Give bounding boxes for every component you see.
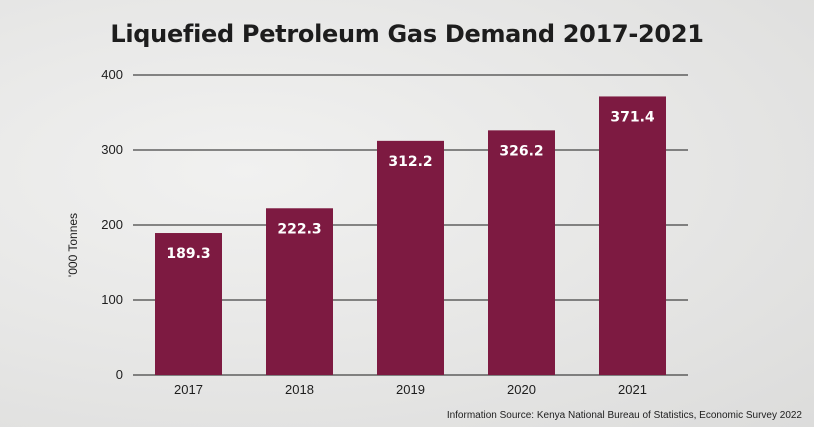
data-label-2018: 222.3 <box>277 221 321 237</box>
x-tick-label-2018: 2018 <box>285 382 314 397</box>
source-note: Information Source: Kenya National Burea… <box>446 410 802 421</box>
data-label-2021: 371.4 <box>610 109 655 125</box>
x-tick-label-2019: 2019 <box>396 382 425 397</box>
x-tick-label-2017: 2017 <box>174 382 203 397</box>
y-tick-label: 0 <box>116 367 123 382</box>
y-tick-label: 400 <box>101 67 123 82</box>
x-tick-label-2021: 2021 <box>618 382 647 397</box>
x-tick-label-2020: 2020 <box>507 382 536 397</box>
bar-2017 <box>155 233 222 375</box>
y-tick-label: 200 <box>101 217 123 232</box>
x-axis-ticks: 2017 2018 2019 2020 2021 <box>174 382 647 397</box>
data-label-2017: 189.3 <box>166 246 210 262</box>
bar-2018 <box>266 208 333 375</box>
bar-2019 <box>377 140 444 375</box>
data-label-2020: 326.2 <box>499 143 543 159</box>
y-tick-label: 300 <box>101 142 123 157</box>
chart-title: Liquefied Petroleum Gas Demand 2017-2021 <box>110 20 704 48</box>
y-axis-ticks: 0 100 200 300 400 <box>101 67 123 382</box>
bars: 189.3 222.3 312.2 326.2 371.4 <box>155 96 666 375</box>
data-label-2019: 312.2 <box>388 154 432 170</box>
y-tick-label: 100 <box>101 292 123 307</box>
bar-2020 <box>488 130 555 375</box>
y-axis-label: '000 Tonnes <box>66 213 80 277</box>
bar-2021 <box>599 96 666 375</box>
